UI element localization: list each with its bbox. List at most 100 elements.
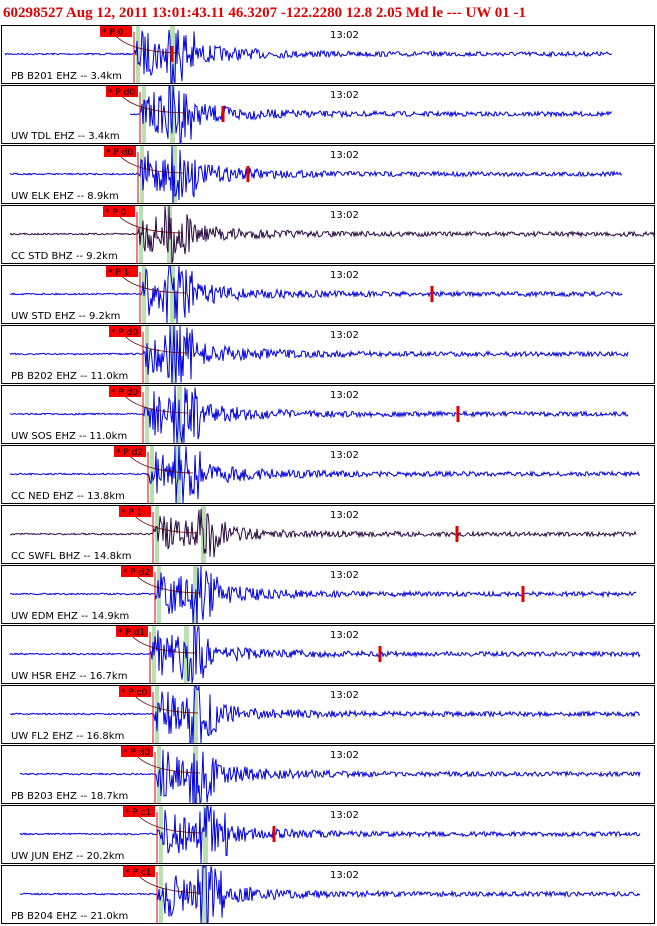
s-band xyxy=(193,686,198,743)
coda-mark xyxy=(521,586,525,602)
pick-flag xyxy=(106,86,138,97)
coda-mark xyxy=(246,166,250,182)
waveform xyxy=(9,508,637,558)
panel-border xyxy=(1,325,655,384)
time-mark: 13:02 xyxy=(330,330,359,341)
waveform xyxy=(4,29,613,84)
waveform xyxy=(9,565,637,624)
trace-panel: 13:02 * P d2 CC NED EHZ -- 13.8km xyxy=(1,445,655,504)
coda-curve xyxy=(136,873,203,894)
time-mark: 13:02 xyxy=(330,210,359,221)
pick-label: * P c0 xyxy=(121,688,148,698)
pick-flag xyxy=(104,146,136,157)
station-label: CC SWFL BHZ -- 14.8km xyxy=(11,551,131,562)
coda-curve xyxy=(132,513,199,534)
coda-mark xyxy=(170,46,174,62)
trace-panel: 13:02 * P d0 PB B203 EHZ -- 18.7km xyxy=(1,745,655,805)
pick-label: * P d0 xyxy=(123,748,150,758)
pick-flag xyxy=(114,446,146,457)
coda-mark xyxy=(456,406,460,422)
time-mark: 13:02 xyxy=(330,510,359,521)
coda-curve xyxy=(119,273,186,294)
station-label: PB B202 EHZ -- 11.0km xyxy=(11,371,128,382)
station-label: UW EDM EHZ -- 14.9km xyxy=(11,611,129,622)
s-band xyxy=(201,866,206,923)
pick-flag xyxy=(103,206,135,217)
panel-border xyxy=(1,505,655,564)
trace-panel: 13:02 * P d0 UW TDL EHZ -- 3.4km xyxy=(1,85,655,144)
station-label: UW STD EHZ -- 9.2km xyxy=(11,311,120,322)
pick-flag xyxy=(119,506,151,517)
waveform xyxy=(19,749,641,805)
event-header: 60298527 Aug 12, 2011 13:01:43.11 46.320… xyxy=(3,5,526,21)
station-label: UW HSR EHZ -- 16.7km xyxy=(11,671,127,682)
s-band xyxy=(171,326,176,383)
pick-flag xyxy=(109,386,141,397)
time-mark: 13:02 xyxy=(330,570,359,581)
panel-border xyxy=(1,265,655,324)
pick-label: * P d0 xyxy=(111,328,138,338)
trace-panel: 13:02 * P 0 CC STD BHZ -- 9.2km xyxy=(1,205,656,264)
panel-border xyxy=(1,685,655,744)
trace-panel: 13:02 * P d2 UW EDM EHZ -- 14.9km xyxy=(1,565,655,624)
trace-panel: 13:02 * P d0 PB B202 EHZ -- 11.0km xyxy=(1,325,655,384)
pick-flag xyxy=(119,686,151,697)
pick-flag xyxy=(100,26,132,37)
trace-panel: 13:02 * P 1 UW STD EHZ -- 9.2km xyxy=(1,265,655,324)
trace-panel: 13:02 * P d0 UW ELK EHZ -- 8.9km xyxy=(1,145,655,204)
coda-mark xyxy=(455,526,459,542)
waveform xyxy=(9,625,641,684)
s-band xyxy=(193,746,198,803)
station-label: PB B203 EHZ -- 18.7km xyxy=(11,791,128,802)
coda-curve xyxy=(116,213,183,234)
p-band xyxy=(159,866,163,923)
pick-label: * P c1 xyxy=(125,808,151,818)
panel-border xyxy=(1,385,655,444)
pick-flag xyxy=(106,266,138,277)
coda-curve xyxy=(134,753,201,774)
trace-panel: 13:02 * P 1 CC SWFL BHZ -- 14.8km xyxy=(1,505,655,564)
waveform xyxy=(19,805,641,864)
p-band xyxy=(145,386,149,443)
trace-panel: 13:02 * P 0 PB B201 EHZ -- 3.4km xyxy=(1,25,655,84)
panel-border xyxy=(1,145,655,204)
pick-flag xyxy=(123,866,155,877)
pick-flag xyxy=(109,326,141,337)
coda-curve xyxy=(122,393,189,414)
station-label: UW JUN EHZ -- 20.2km xyxy=(11,851,124,862)
panel-border xyxy=(1,85,655,144)
waveform xyxy=(19,864,641,924)
panel-border xyxy=(1,445,655,504)
waveform xyxy=(129,85,613,144)
time-mark: 13:02 xyxy=(330,810,359,821)
waveform xyxy=(9,205,656,264)
station-label: UW SOS EHZ -- 11.0km xyxy=(11,431,127,442)
coda-mark xyxy=(378,646,382,662)
pick-label: * P d2 xyxy=(116,448,143,458)
pick-label: * P 0 xyxy=(105,208,127,218)
waveform xyxy=(9,445,641,504)
coda-curve xyxy=(113,33,180,54)
station-label: PB B201 EHZ -- 3.4km xyxy=(11,71,122,82)
pick-label: * P d0 xyxy=(108,88,135,98)
coda-curve xyxy=(134,573,201,594)
trace-panel: 13:02 * P d1 UW HSR EHZ -- 16.7km xyxy=(1,625,655,684)
station-label: PB B204 EHZ -- 21.0km xyxy=(11,911,128,922)
p-band xyxy=(159,806,163,863)
time-mark: 13:02 xyxy=(330,390,359,401)
waveform xyxy=(10,265,623,324)
pick-flag xyxy=(121,566,153,577)
coda-mark xyxy=(272,826,276,842)
coda-curve xyxy=(122,333,189,354)
pick-flag xyxy=(121,746,153,757)
pick-flag xyxy=(123,806,155,817)
coda-curve xyxy=(119,93,186,114)
panel-border xyxy=(1,745,655,804)
station-label: UW TDL EHZ -- 3.4km xyxy=(11,131,120,142)
coda-curve xyxy=(136,813,203,834)
p-band xyxy=(155,506,159,563)
coda-curve xyxy=(127,453,194,474)
trace-panel: 13:02 * P c0 UW FL2 EHZ -- 16.8km xyxy=(1,685,655,744)
pick-label: * P 1 xyxy=(121,508,142,518)
pick-label: * P 0 xyxy=(102,28,124,38)
